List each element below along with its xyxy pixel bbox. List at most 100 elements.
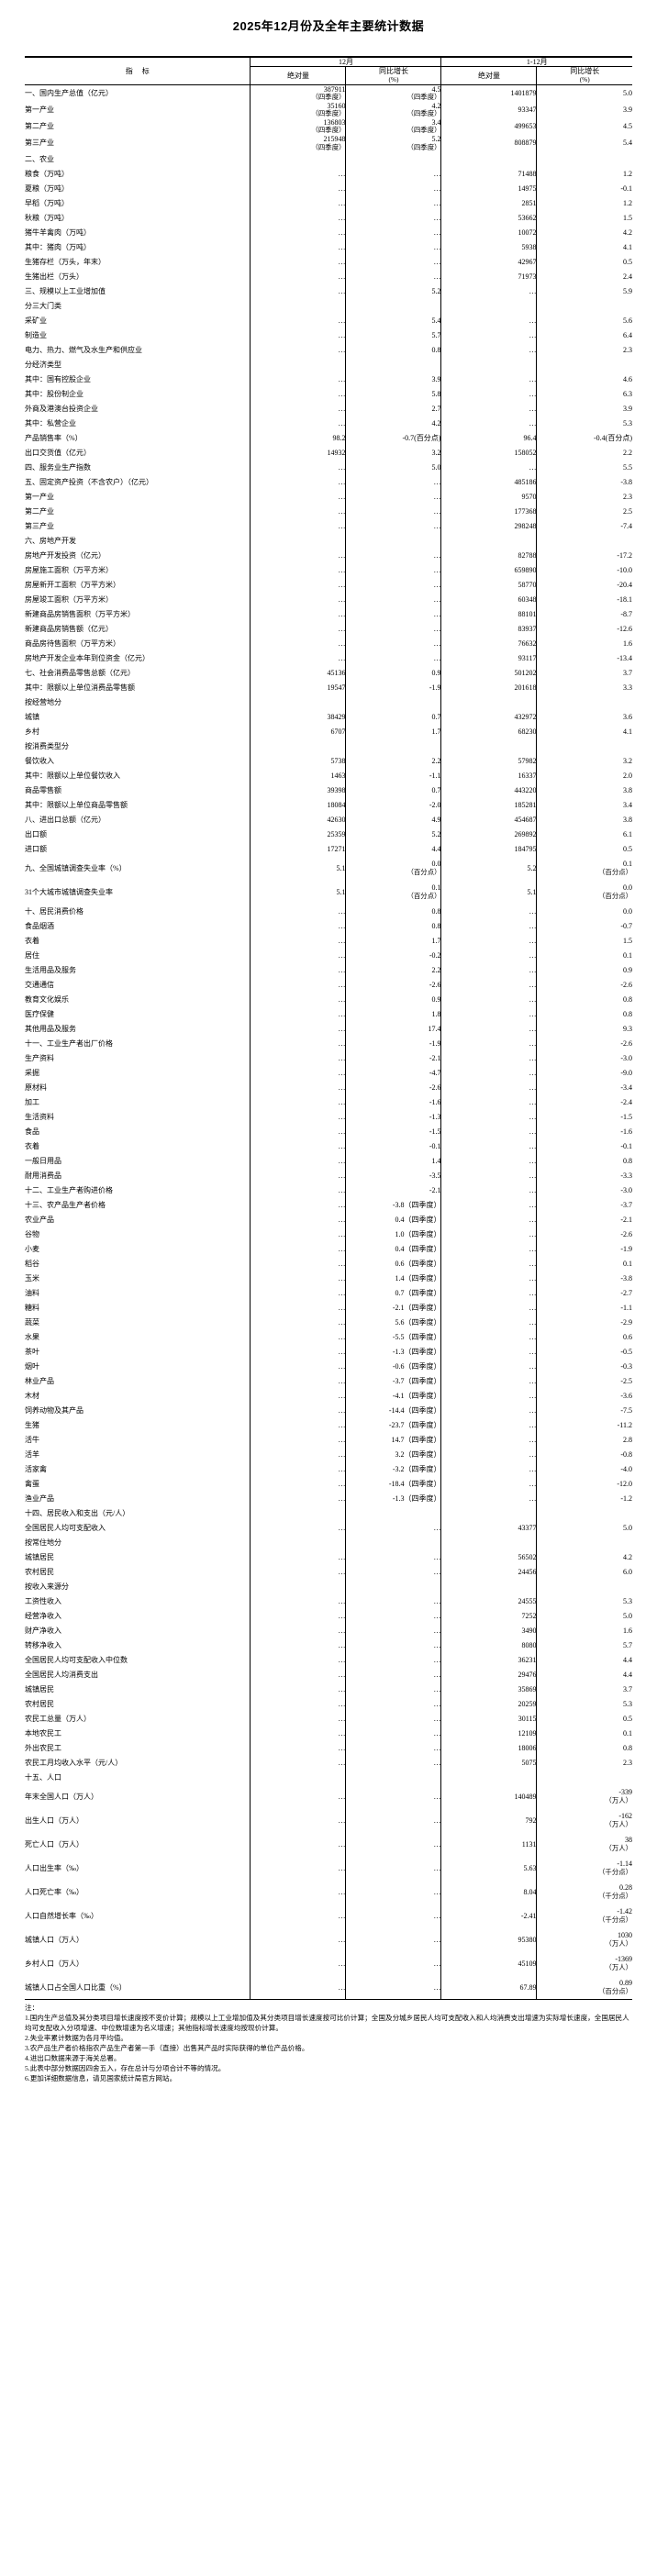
cumulative-absolute-value: … [529,1112,537,1121]
row-month-yoy: … [345,254,441,270]
row-indicator-label: 其中：股份制企业 [24,389,84,398]
row-cumulative-yoy [536,1505,632,1521]
cumulative-yoy-qualifier: （万人） [605,1962,632,1971]
row-cumulative-yoy: 0.89 （百分点） [536,1975,632,2001]
row-cumulative-yoy: -3.4 [536,1080,632,1095]
row-month-yoy: … [345,504,441,519]
cumulative-yoy-value: -0.4(百分点) [594,433,632,442]
cumulative-absolute-value: 1131 [521,1839,537,1849]
row-month-absolute: … [250,962,346,978]
month-yoy-value: … [433,257,441,266]
row-month-yoy: 3.9 [345,372,441,387]
cumulative-yoy-value: 0.5 [623,844,632,853]
cumulative-yoy-value: 3.2 [623,756,632,765]
row-indicator-label: 水果 [24,1332,39,1341]
row-cumulative-yoy: 2.0 [536,768,632,783]
row-cumulative-absolute [440,298,537,314]
month-yoy-qualifier: （四季度） [406,126,441,135]
month-yoy-value: 5.4 [431,316,441,325]
row-cumulative-yoy: -2.5 [536,1373,632,1389]
row-month-yoy: … [345,562,441,578]
row-month-absolute: … [250,1652,346,1668]
row-cumulative-yoy: 0.1 （百分点） [536,856,632,881]
row-month-yoy: … [345,1564,441,1580]
row-cumulative-absolute: 185281 [440,797,537,813]
row-month-absolute: … [250,401,346,416]
table-row: 分经济类型 [25,357,632,372]
header-group-month: 12月 [250,56,441,68]
table-row: 饲养动物及其产品 … -14.4（四季度） … -7.5 [25,1403,632,1418]
row-month-absolute: … [250,1359,346,1374]
month-yoy-value: … [433,1714,441,1723]
table-row: 其中：私营企业 … 4.2 … 5.3 [25,416,632,431]
cumulative-absolute-value: … [529,1288,537,1297]
cumulative-yoy-value: 6.3 [623,389,632,398]
row-month-absolute: 136803 （四季度） [250,117,346,136]
header-cum-absolute: 绝对量 [440,66,537,85]
cumulative-yoy-value: -7.5 [620,1405,632,1415]
cumulative-absolute-value: … [529,980,537,989]
row-cumulative-yoy: -20.4 [536,577,632,593]
table-row: 衣着 … -0.1 … -0.1 [25,1138,632,1154]
month-absolute-value: … [338,1244,346,1253]
row-month-yoy [345,738,441,754]
row-cumulative-yoy: 0.8 [536,1153,632,1169]
row-cumulative-absolute: 3490 [440,1623,537,1638]
row-month-absolute: … [250,1520,346,1536]
month-yoy-value: 0.8 [431,345,441,354]
row-indicator-label: 农民工总量（万人） [24,1714,91,1723]
row-cumulative-absolute: 88101 [440,606,537,622]
cumulative-yoy-value: 0.0 [623,906,632,916]
month-absolute-value: … [338,213,346,222]
table-row: 蔬菜 … 5.6（四季度） … -2.9 [25,1315,632,1330]
row-cumulative-absolute: 95380 [440,1927,537,1952]
row-month-absolute: … [250,1549,346,1565]
cumulative-absolute-value: … [529,316,537,325]
row-cumulative-yoy: -3.0 [536,1183,632,1198]
row-cumulative-absolute: … [440,962,537,978]
row-indicator-label: 生猪出栏（万头） [24,272,84,281]
cumulative-absolute-value: … [529,1171,537,1180]
table-row: 猪牛羊禽肉（万吨） … … 10072 4.2 [25,225,632,240]
row-cumulative-yoy [536,357,632,372]
row-cumulative-yoy: 5.3 [536,1696,632,1712]
row-indicator-label: 乡村人口（万人） [24,1959,84,1968]
row-month-yoy: 0.0 （百分点） [345,856,441,881]
row-cumulative-absolute: … [440,933,537,949]
row-month-absolute: … [250,1951,346,1976]
row-month-absolute: … [250,636,346,651]
table-row: 第三产业 … … 298248 -7.4 [25,518,632,534]
row-indicator-label: 全国居民人均可支配收入中位数 [24,1655,128,1664]
row-cumulative-yoy: 3.7 [536,665,632,681]
row-indicator-label: 交通通信 [24,980,54,989]
cumulative-yoy-value: 2.3 [623,345,632,354]
cumulative-yoy-value: 2.8 [623,1435,632,1444]
month-yoy-value: 4.2 [431,418,441,427]
row-indicator-label: 人口死亡率（‰） [24,1887,84,1896]
cumulative-absolute-value: 60348 [518,594,537,604]
cumulative-yoy-value: -1.14 [617,1860,632,1869]
row-cumulative-yoy: -339 （万人） [536,1784,632,1809]
cumulative-absolute-value: 12109 [518,1728,537,1738]
row-cumulative-absolute: 659890 [440,562,537,578]
row-indicator-label: 31个大城市城镇调查失业率 [24,887,113,896]
row-cumulative-yoy: -18.1 [536,592,632,607]
cumulative-yoy-value: -0.5 [620,1347,632,1356]
row-cumulative-yoy: -3.3 [536,1168,632,1183]
month-absolute-value: … [338,1728,346,1738]
row-month-absolute: … [250,1608,346,1624]
row-month-absolute: … [250,504,346,519]
cumulative-yoy-value: -1.6 [620,1127,632,1136]
cumulative-absolute-value: 8.04 [523,1887,537,1896]
table-row: 新建商品房销售面积（万平方米） … … 88101 -8.7 [25,606,632,622]
row-cumulative-yoy: -0.7 [536,918,632,934]
row-cumulative-absolute: … [440,372,537,387]
row-cumulative-absolute: 76632 [440,636,537,651]
cumulative-absolute-value: … [529,1156,537,1165]
table-row: 农民工总量（万人） … … 30115 0.5 [24,1711,632,1727]
cumulative-yoy-value: -1.9 [620,1244,632,1253]
row-indicator-label: 商品房待售面积（万平方米） [24,638,120,648]
month-absolute-value: 136803 [323,117,346,127]
row-cumulative-absolute: -2.41 [440,1904,537,1928]
cumulative-yoy-value: 3.8 [623,785,632,794]
